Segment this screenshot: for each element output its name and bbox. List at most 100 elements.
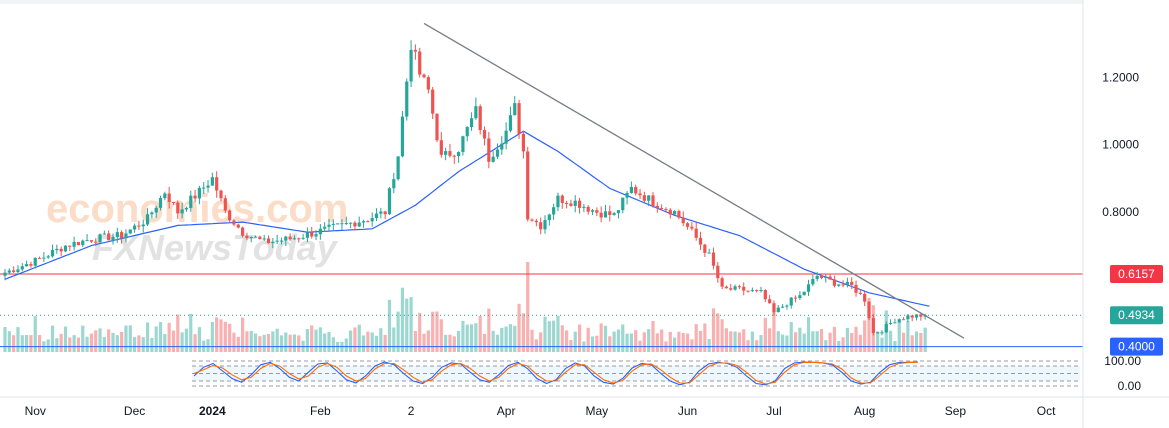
volume-bar	[867, 297, 871, 352]
volume-bar	[331, 337, 335, 352]
volume-bar	[305, 329, 309, 352]
candle-body	[349, 222, 353, 224]
volume-bar	[444, 334, 448, 352]
candle-body	[357, 222, 361, 227]
candle-body	[3, 272, 7, 276]
candle-body	[720, 278, 724, 287]
volume-bar	[651, 321, 655, 352]
volume-bar	[76, 337, 81, 352]
volume-bar	[400, 287, 405, 352]
candle-body	[284, 236, 288, 241]
volume-bar	[452, 336, 456, 352]
candle-body	[673, 211, 677, 215]
candle-body	[236, 224, 240, 228]
volume-bar	[25, 334, 29, 352]
volume-bar	[115, 335, 119, 352]
candle-body	[547, 214, 551, 221]
volume-bar	[906, 321, 910, 352]
candle-body	[724, 286, 729, 289]
volume-bar	[806, 317, 811, 352]
stochastic-panel	[192, 360, 1080, 387]
current-price-badge-label: 0.4934	[1118, 308, 1155, 322]
candle-body	[63, 245, 68, 252]
candle-body	[599, 212, 603, 218]
candle-body	[16, 269, 20, 273]
candle-body	[275, 240, 279, 242]
candle-body	[737, 286, 741, 288]
horizontal-levels	[0, 273, 1083, 348]
candle-body	[500, 143, 504, 150]
candle-body	[642, 195, 646, 201]
candle-body	[694, 228, 698, 238]
candle-body	[469, 118, 474, 128]
candle-body	[608, 211, 612, 215]
volume-bar	[720, 319, 724, 352]
volume-bar	[698, 330, 703, 352]
volume-bar	[863, 320, 867, 352]
candle-body	[374, 213, 379, 219]
candle-body	[171, 201, 176, 203]
volume-bar	[513, 325, 517, 352]
volume-bar	[733, 331, 737, 352]
volume-bar	[189, 313, 193, 352]
candle-body	[249, 236, 253, 239]
volume-bar	[297, 335, 301, 352]
volume-bar	[124, 325, 128, 352]
candle-body	[521, 133, 525, 152]
candle-body	[20, 266, 24, 270]
candle-body	[452, 155, 456, 157]
candle-body	[733, 286, 737, 290]
volume-bar	[590, 336, 595, 352]
time-tick-label: Nov	[25, 404, 46, 418]
volume-bar	[292, 334, 297, 352]
candle-body	[482, 130, 487, 139]
volume-bar	[681, 333, 685, 352]
volume-bar	[802, 333, 806, 352]
candle-body	[707, 252, 711, 254]
volume-bar	[318, 327, 322, 352]
candle-body	[98, 234, 102, 243]
candle-body	[539, 222, 543, 230]
candle-body	[819, 275, 824, 279]
candle-body	[102, 233, 106, 235]
candle-body	[184, 207, 189, 210]
candle-body	[167, 193, 171, 202]
volume-bar	[517, 303, 521, 352]
volume-bar	[141, 337, 145, 352]
candle-body	[29, 264, 33, 266]
volume-bar	[3, 327, 7, 352]
volume-bar	[729, 331, 733, 352]
candle-body	[288, 236, 292, 240]
candle-body	[465, 127, 469, 137]
volume-bar	[266, 333, 271, 352]
volume-bar	[526, 262, 530, 352]
volume-bar	[206, 339, 210, 352]
volume-bar	[901, 332, 906, 352]
resistance-badge-label: 0.6157	[1118, 267, 1155, 281]
candle-body	[871, 318, 875, 334]
volume-bar	[781, 334, 785, 352]
price-tick-label: 0.8000	[1102, 205, 1139, 219]
candle-body	[759, 290, 763, 292]
candle-body	[491, 156, 495, 162]
volume-bar	[327, 331, 331, 352]
volume-bar	[323, 333, 327, 352]
candle-body	[180, 209, 184, 214]
candle-body	[785, 305, 789, 307]
candle-body	[837, 284, 841, 286]
volume-bar	[258, 336, 262, 352]
time-tick-label: Sep	[945, 404, 967, 418]
volume-bar	[478, 315, 482, 352]
volume-bar	[608, 336, 612, 352]
volume-bar	[271, 331, 275, 352]
candle-body	[107, 233, 111, 241]
volume-bar	[647, 329, 651, 352]
candle-body	[141, 224, 145, 227]
candle-body	[340, 223, 344, 225]
volume-bar	[98, 328, 102, 352]
volume-bar	[621, 324, 625, 352]
candle-body	[68, 245, 72, 247]
volume-bar	[547, 321, 551, 352]
candle-body	[42, 257, 46, 259]
trendline	[423, 22, 965, 339]
